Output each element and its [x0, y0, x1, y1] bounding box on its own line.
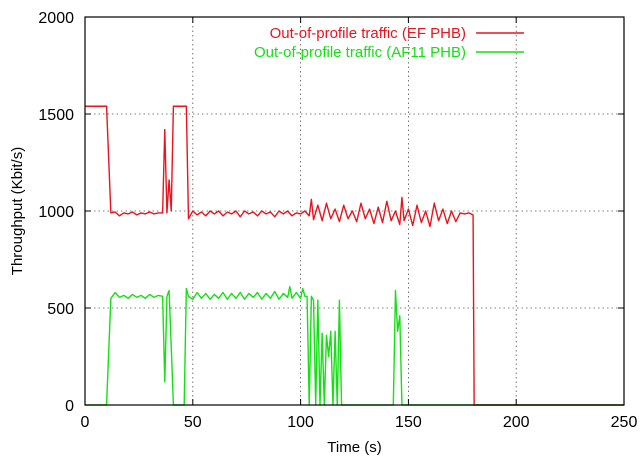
y-tick-label: 500 [47, 301, 74, 318]
x-tick-label: 200 [503, 414, 530, 431]
legend-label-ef-phb: Out-of-profile traffic (EF PHB) [270, 25, 466, 42]
x-tick-label: 100 [287, 414, 314, 431]
series-line-ef-phb [85, 105, 624, 406]
y-tick-label: 1000 [38, 204, 74, 221]
legend-label-af11-phb: Out-of-profile traffic (AF11 PHB) [254, 44, 466, 61]
x-axis-title: Time (s) [327, 439, 381, 456]
legend: Out-of-profile traffic (EF PHB) Out-of-p… [254, 25, 524, 61]
y-tick-label: 2000 [38, 10, 74, 27]
x-tick-label: 150 [395, 414, 422, 431]
x-tick-label: 0 [81, 414, 90, 431]
y-tick-label: 0 [65, 398, 74, 415]
y-axis-title: Throughput (Kbit/s) [9, 147, 26, 275]
x-tick-label: 250 [611, 414, 638, 431]
y-tick-label: 1500 [38, 107, 74, 124]
series-layer [85, 105, 624, 406]
series-line-af11-phb [85, 285, 624, 406]
axis-ticks: 0 50 100 150 200 250 0 500 1000 1500 2000 [38, 10, 637, 431]
x-tick-label: 50 [184, 414, 202, 431]
